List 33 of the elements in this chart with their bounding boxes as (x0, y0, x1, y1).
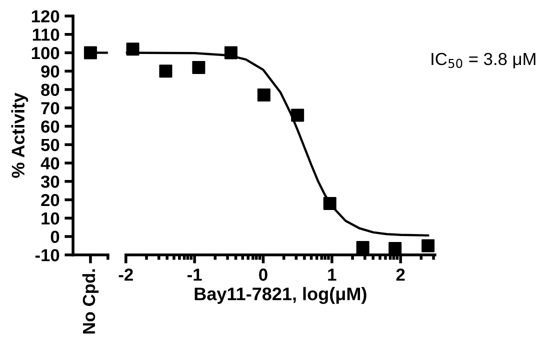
y-tick-label: 70 (41, 102, 60, 114)
point (257, 88, 270, 102)
x-tick-label: No Cpd. (82, 269, 99, 334)
y-tick-label: 100 (32, 46, 60, 60)
x-tick-label: 1 (328, 268, 336, 281)
point (356, 241, 370, 254)
point (291, 108, 304, 122)
y-tick-label: 0 (50, 230, 60, 243)
y-tick-label: 80 (41, 84, 60, 96)
x-tick-label: 0 (259, 268, 268, 281)
x-tick-label: -1 (188, 268, 202, 281)
point (224, 46, 238, 60)
annotation: IC$_{50}$ = 3.8 μM (432, 52, 536, 68)
point (388, 242, 402, 255)
y-tick-label: 110 (32, 28, 60, 41)
point (159, 64, 172, 78)
y-tick-label: 120 (32, 10, 60, 22)
point (192, 60, 206, 74)
y-tick-label: 50 (41, 138, 60, 152)
y-tick-label: -10 (35, 249, 60, 262)
x-tick-label: 2 (396, 268, 405, 281)
y-tick-label: 20 (41, 194, 60, 206)
y-tick-label: 10 (42, 212, 60, 225)
point (422, 239, 435, 252)
point (126, 42, 140, 56)
y-axis-title: % Activity (11, 92, 28, 178)
y-tick-label: 90 (41, 65, 60, 78)
y-tick-label: 60 (41, 120, 60, 133)
point (323, 196, 336, 210)
y-tick-label: 40 (40, 157, 60, 170)
y-tick-label: 30 (40, 176, 60, 188)
x-axis-title: Bay11-7821, log(μM) (194, 287, 366, 304)
x-tick-label: -2 (118, 268, 133, 281)
